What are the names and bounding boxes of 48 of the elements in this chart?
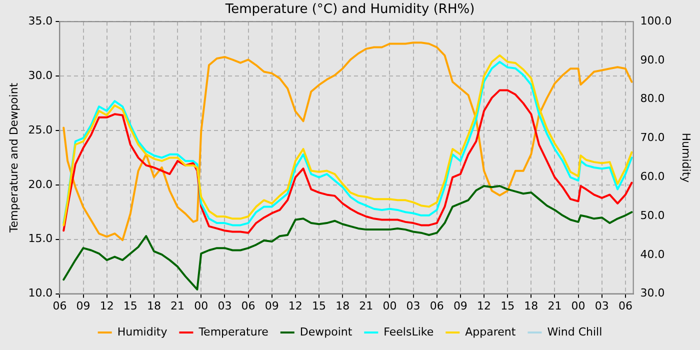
x-tick-label: 06 (241, 299, 256, 312)
x-tick-label: 03 (594, 299, 609, 312)
legend-label: Temperature (198, 325, 269, 338)
x-tick-label: 15 (123, 299, 138, 312)
x-tick-label: 03 (218, 299, 232, 312)
x-tick-label: 21 (359, 299, 374, 312)
y2-tick-label: 90.0 (640, 53, 665, 66)
legend-label: Humidity (117, 325, 168, 338)
x-tick-label: 09 (453, 299, 468, 312)
y2-tick-label: 50.0 (640, 208, 665, 222)
x-tick-label: 00 (382, 299, 397, 312)
x-tick-label: 00 (194, 299, 208, 312)
x-tick-label: 12 (100, 299, 114, 312)
x-tick-label: 15 (500, 299, 515, 312)
y-tick-label: 30.0 (28, 68, 53, 82)
x-tick-label: 12 (477, 299, 492, 312)
x-tick-label: 21 (170, 299, 185, 312)
x-tick-label: 06 (430, 299, 444, 312)
x-tick-label: 00 (571, 299, 586, 312)
x-tick-label: 09 (76, 299, 90, 312)
x-tick-label: 18 (336, 299, 350, 312)
legend-label: Dewpoint (300, 325, 353, 338)
y-tick-label: 15.0 (28, 232, 53, 246)
y-axis-title: Temperature and Dewpoint (7, 82, 20, 234)
y-tick-label: 10.0 (28, 286, 53, 300)
y2-tick-label: 40.0 (640, 248, 665, 261)
y2-tick-label: 80.0 (640, 92, 665, 106)
x-tick-label: 09 (264, 299, 279, 312)
x-tick-label: 18 (524, 299, 538, 312)
chart-title: Temperature (°C) and Humidity (RH%) (224, 2, 475, 18)
x-tick-label: 12 (288, 299, 302, 312)
legend-label: Wind Chill (547, 325, 602, 338)
x-tick-label: 18 (146, 299, 161, 312)
y-tick-label: 25.0 (28, 123, 53, 136)
x-tick-label: 06 (618, 299, 632, 312)
y-tick-label: 35.0 (28, 14, 53, 28)
legend-label: Apparent (465, 325, 516, 338)
x-tick-label: 15 (312, 299, 326, 312)
y2-tick-label: 100.0 (640, 14, 672, 28)
x-tick-label: 21 (548, 299, 562, 312)
x-tick-label: 06 (52, 299, 67, 312)
y2-tick-label: 70.0 (640, 131, 665, 144)
y2-tick-label: 60.0 (640, 170, 665, 183)
legend-label: FeelsLike (384, 325, 434, 338)
x-tick-label: 03 (406, 299, 420, 312)
y-tick-label: 20.0 (28, 178, 53, 191)
y2-axis-title: Humidity (680, 132, 693, 184)
y2-tick-label: 30.0 (640, 286, 665, 300)
